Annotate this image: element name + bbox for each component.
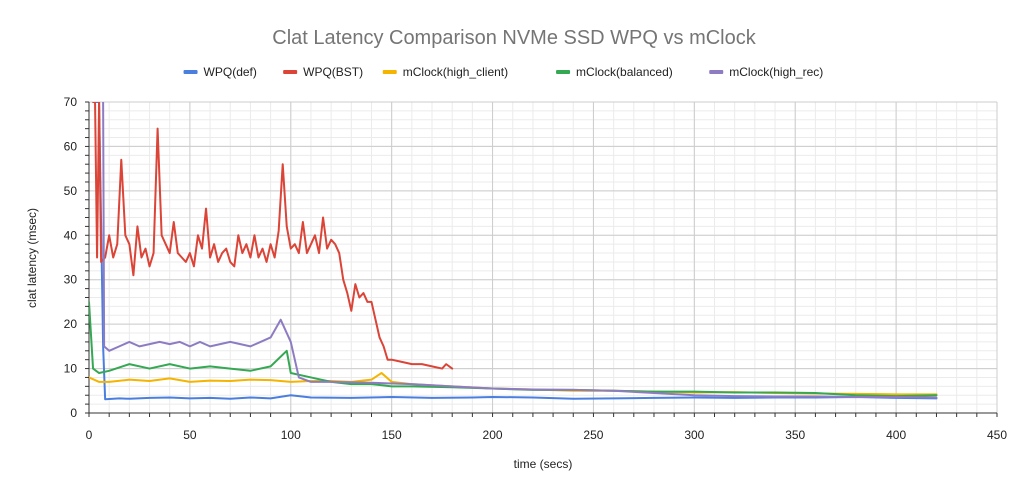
legend-item-wpq-def[interactable]: WPQ(def) <box>183 65 257 79</box>
y-tick-label: 50 <box>64 184 78 198</box>
y-tick-label: 0 <box>70 406 77 420</box>
legend-swatch <box>556 70 571 74</box>
x-tick-label: 350 <box>785 428 805 442</box>
y-axis-title: clat latency (msec) <box>25 208 39 308</box>
x-tick-label: 250 <box>583 428 603 442</box>
legend-swatch <box>183 70 198 74</box>
y-tick-label: 30 <box>64 273 78 287</box>
legend-label: mClock(high_client) <box>403 65 508 79</box>
x-tick-label: 200 <box>483 428 503 442</box>
series-group <box>89 102 938 401</box>
legend-label: WPQ(def) <box>204 65 257 79</box>
legend-label: mClock(balanced) <box>576 65 673 79</box>
x-tick-label: 150 <box>382 428 402 442</box>
legend-label: mClock(high_rec) <box>729 65 823 79</box>
x-tick-label: 300 <box>684 428 704 442</box>
chart-title: Clat Latency Comparison NVMe SSD WPQ vs … <box>272 27 756 49</box>
legend-label: WPQ(BST) <box>303 65 363 79</box>
x-tick-label: 0 <box>86 428 93 442</box>
legend-swatch <box>382 70 397 74</box>
y-tick-label: 60 <box>64 139 78 153</box>
x-axis-title: time (secs) <box>514 457 573 471</box>
y-tick-label: 70 <box>64 95 78 109</box>
y-tick-label: 10 <box>64 362 78 376</box>
x-tick-label: 100 <box>281 428 301 442</box>
series-line-mclock-balanced <box>89 300 938 398</box>
legend-item-mclock-high-client[interactable]: mClock(high_client) <box>382 65 508 79</box>
series-line-wpq-bst <box>92 102 454 370</box>
x-tick-label: 450 <box>987 428 1007 442</box>
series-line-mclock-high-rec <box>102 102 938 399</box>
x-tick-label: 400 <box>886 428 906 442</box>
series-line-wpq-def <box>94 102 938 401</box>
y-tick-label: 20 <box>64 317 78 331</box>
legend-item-mclock-high-rec[interactable]: mClock(high_rec) <box>709 65 823 79</box>
legend-swatch <box>283 70 298 74</box>
legend-swatch <box>709 70 724 74</box>
legend: WPQ(def) WPQ(BST) mClock(high_client) mCloc… <box>183 65 823 79</box>
x-tick-label: 50 <box>183 428 197 442</box>
legend-item-mclock-balanced[interactable]: mClock(balanced) <box>556 65 673 79</box>
grid <box>88 101 998 414</box>
legend-item-wpq-bst[interactable]: WPQ(BST) <box>283 65 363 79</box>
axes: 0 50 100 150 200 250 300 350 400 450 0 10 20 30 40 50 60… <box>64 95 1008 442</box>
y-tick-label: 40 <box>64 228 78 242</box>
